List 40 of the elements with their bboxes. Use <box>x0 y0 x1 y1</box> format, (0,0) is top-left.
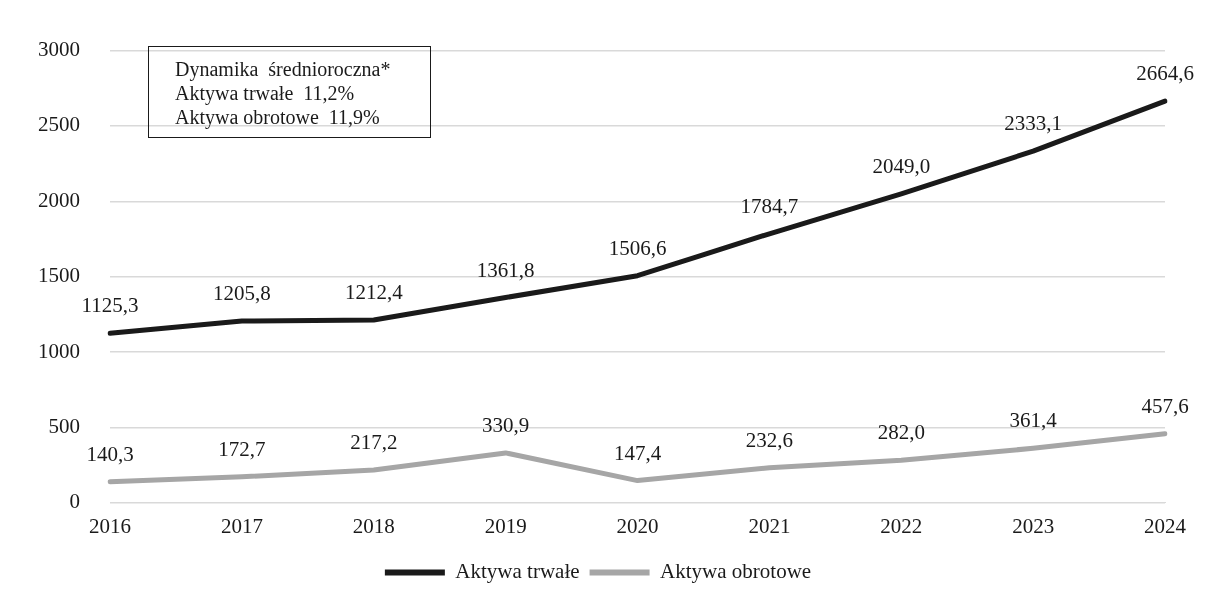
data-label: 2664,6 <box>1136 61 1194 86</box>
data-label: 147,4 <box>613 440 662 465</box>
data-label: 1506,6 <box>608 235 667 260</box>
y-tick-label: 1500 <box>38 263 80 288</box>
legend-label: Aktywa obrotowe <box>660 559 812 584</box>
x-tick-label: 2018 <box>352 513 395 538</box>
x-tick-label: 2023 <box>1012 513 1055 538</box>
data-label: 1125,3 <box>81 293 139 318</box>
y-tick-label: 2500 <box>38 112 80 137</box>
x-tick-label: 2019 <box>484 513 527 538</box>
y-tick-label: 3000 <box>38 37 80 62</box>
data-label: 1361,8 <box>476 257 535 282</box>
y-tick-label: 500 <box>48 413 80 438</box>
data-label: 361,4 <box>1009 408 1058 433</box>
x-tick-label: 2016 <box>89 513 131 538</box>
note-box: Dynamika średnioroczna* Aktywa trwałe 11,2% Aktywa obrotowe 11,9% <box>148 46 432 138</box>
data-label: 217,2 <box>350 430 398 455</box>
data-label: 1205,8 <box>213 281 271 306</box>
y-tick-label: 0 <box>69 489 80 514</box>
y-tick-label: 2000 <box>38 187 80 212</box>
data-label: 2333,1 <box>1004 111 1062 136</box>
annotation: Aktywa obrotowe 11,9% <box>175 105 381 129</box>
data-label: 2049,0 <box>872 153 931 178</box>
data-label: 172,7 <box>218 436 266 461</box>
legend-label: Aktywa trwałe <box>455 559 580 584</box>
x-tick-label: 2021 <box>748 513 791 538</box>
annotation: Aktywa trwałe 11,2% <box>175 81 356 105</box>
data-label: 457,6 <box>1141 393 1189 418</box>
x-tick-label: 2017 <box>220 513 263 538</box>
y-tick-label: 1000 <box>38 338 80 363</box>
x-tick-label: 2022 <box>880 513 923 538</box>
data-label: 330,9 <box>482 412 530 437</box>
data-label: 1212,4 <box>344 280 404 305</box>
data-label: 140,3 <box>86 441 134 466</box>
data-label: 1784,7 <box>740 193 799 218</box>
annotation: Dynamika średnioroczna* <box>175 57 391 81</box>
x-tick-label: 2024 <box>1144 513 1187 538</box>
x-tick-label: 2020 <box>616 513 659 538</box>
data-label: 282,0 <box>877 420 925 445</box>
data-label: 232,6 <box>745 427 793 452</box>
